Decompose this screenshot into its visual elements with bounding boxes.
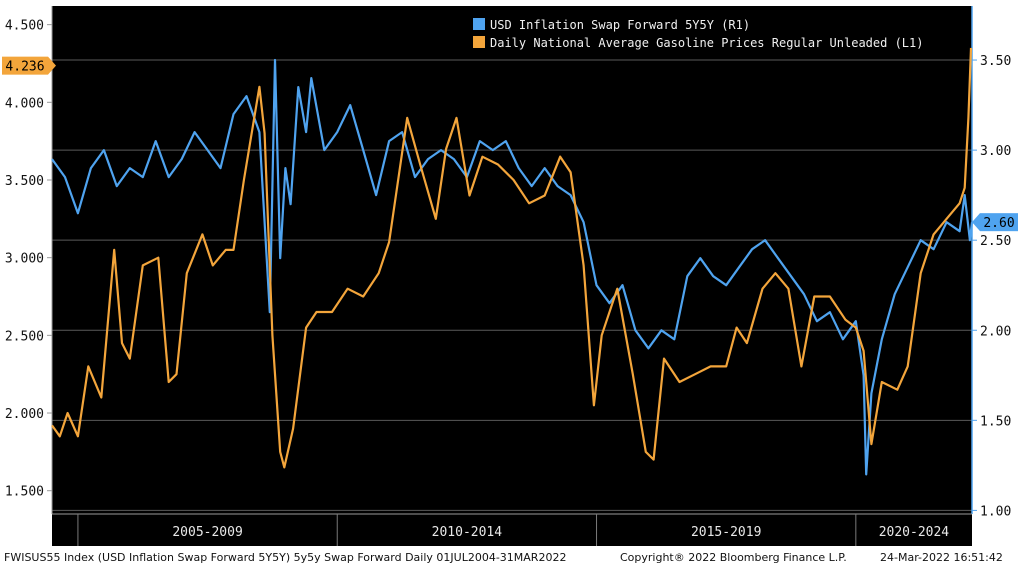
right-tick-label-5: 1.00	[980, 504, 1011, 519]
x-period-label-1: 2010-2014	[432, 525, 503, 540]
left-tick-label-4: 2.500	[5, 329, 44, 344]
series-line-0	[51, 58, 974, 476]
plot-background	[52, 6, 972, 546]
last-value-right-label: 2.60	[983, 216, 1014, 231]
right-tick-label-0: 3.50	[980, 54, 1011, 69]
last-value-right-marker	[980, 213, 1018, 232]
footer-copyright: Copyright® 2022 Bloomberg Finance L.P.	[620, 551, 847, 564]
left-tick-label-2: 3.500	[5, 174, 44, 189]
last-value-left-pointer	[48, 56, 56, 75]
last-value-left-marker	[2, 56, 48, 75]
chart-plot: 4.500 4.000 3.500 3.000 2.500 2.000 1.500 3.50 3…	[2, 6, 1018, 546]
footer-source: FWISUS55 Index (USD Inflation Swap Forwa…	[4, 551, 567, 564]
last-value-right-pointer	[972, 213, 980, 232]
x-period-label-2: 2015-2019	[691, 525, 761, 540]
last-value-left-label: 4.236	[5, 60, 44, 75]
right-tick-label-1: 3.00	[980, 144, 1011, 159]
x-period-label-0: 2005-2009	[172, 525, 242, 540]
right-tick-label-3: 2.00	[980, 324, 1011, 339]
right-tick-label-2: 2.50	[980, 234, 1011, 249]
left-tick-label-6: 1.500	[5, 485, 44, 500]
legend-box	[466, 14, 909, 56]
legend-label-1: Daily National Average Gasoline Prices R…	[490, 36, 923, 50]
left-tick-label-0: 4.500	[5, 19, 44, 34]
series-line-1	[51, 47, 973, 469]
left-tick-label-3: 3.000	[5, 252, 44, 267]
footer-timestamp: 24-Mar-2022 16:51:42	[880, 551, 1003, 564]
left-tick-label-5: 2.000	[5, 407, 44, 422]
right-tick-label-4: 1.50	[980, 414, 1011, 429]
legend-swatch-1	[473, 36, 485, 48]
legend-swatch-0	[473, 18, 485, 30]
legend-label-0: USD Inflation Swap Forward 5Y5Y (R1)	[490, 18, 750, 32]
x-period-label-3: 2020-2024	[879, 525, 950, 540]
left-tick-label-1: 4.000	[5, 96, 44, 111]
